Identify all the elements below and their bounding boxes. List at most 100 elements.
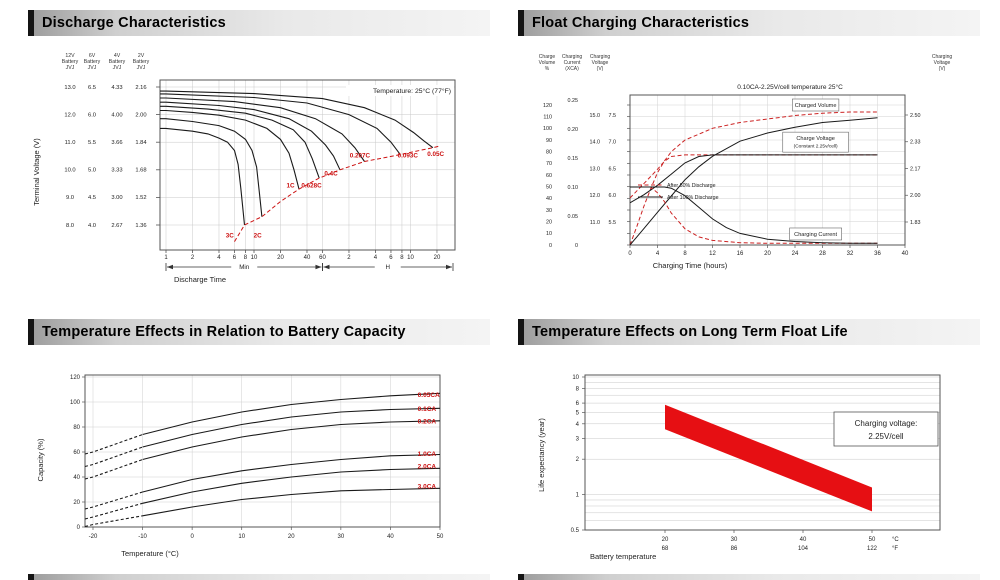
svg-text:2C: 2C xyxy=(254,232,263,239)
svg-text:(V): (V) xyxy=(939,66,946,72)
svg-text:2.00: 2.00 xyxy=(910,193,921,199)
svg-text:4: 4 xyxy=(217,255,221,261)
svg-text:(XCA): (XCA) xyxy=(565,66,579,72)
svg-text:6.5: 6.5 xyxy=(609,166,617,172)
svg-text:After 50% Discharge: After 50% Discharge xyxy=(667,183,716,189)
svg-text:Battery: Battery xyxy=(133,59,150,65)
discharge-title: Discharge Characteristics xyxy=(42,15,226,31)
svg-text:Battery temperature: Battery temperature xyxy=(590,552,656,561)
svg-text:20: 20 xyxy=(764,251,771,257)
svg-text:1.84: 1.84 xyxy=(135,140,147,146)
svg-text:Charge Voltage: Charge Voltage xyxy=(796,136,835,142)
svg-text:2.50: 2.50 xyxy=(910,113,921,119)
svg-text:6.5: 6.5 xyxy=(88,85,96,91)
svg-text:10: 10 xyxy=(251,255,258,261)
svg-text:100: 100 xyxy=(543,126,552,132)
svg-text:120: 120 xyxy=(543,103,552,109)
svg-text:3.0CA: 3.0CA xyxy=(418,483,437,490)
svg-text:0: 0 xyxy=(77,525,81,531)
svg-text:1.68: 1.68 xyxy=(135,168,146,174)
partial-next-section-header-right xyxy=(518,574,980,580)
svg-text:36: 36 xyxy=(874,251,881,257)
svg-text:1.0CA: 1.0CA xyxy=(418,451,437,458)
svg-text:50: 50 xyxy=(869,537,876,543)
svg-text:Battery: Battery xyxy=(84,59,101,65)
svg-text:60: 60 xyxy=(73,450,80,456)
svg-text:3.33: 3.33 xyxy=(111,168,122,174)
svg-text:3: 3 xyxy=(576,436,580,442)
svg-text:0: 0 xyxy=(628,251,632,257)
svg-text:2.0CA: 2.0CA xyxy=(418,463,437,470)
svg-text:-10: -10 xyxy=(138,534,147,540)
svg-text:Battery: Battery xyxy=(62,59,79,65)
svg-text:1.83: 1.83 xyxy=(910,220,921,226)
svg-text:H: H xyxy=(386,264,390,271)
svg-text:8.0: 8.0 xyxy=(66,223,74,229)
svg-text:7.5: 7.5 xyxy=(609,113,617,119)
svg-text:4: 4 xyxy=(576,422,580,428)
panel-float-charging: Float Charging Characteristics Charge Vol… xyxy=(518,10,980,290)
svg-text:8: 8 xyxy=(400,255,404,261)
svg-text:0.20: 0.20 xyxy=(568,127,579,133)
temperature-capacity-section-header: Temperature Effects in Relation to Batte… xyxy=(28,319,490,345)
svg-text:6V: 6V xyxy=(89,53,96,59)
svg-text:80: 80 xyxy=(73,425,80,431)
svg-text:Current: Current xyxy=(564,60,581,66)
svg-text:40: 40 xyxy=(73,475,80,481)
svg-text:Life expectancy (year): Life expectancy (year) xyxy=(537,418,546,492)
svg-text:Charging: Charging xyxy=(562,54,583,60)
svg-text:Voltage: Voltage xyxy=(934,60,951,66)
svg-text:1: 1 xyxy=(576,493,580,499)
svg-text:10: 10 xyxy=(546,231,552,237)
svg-text:4.33: 4.33 xyxy=(111,85,122,91)
svg-text:Charging Time (hours): Charging Time (hours) xyxy=(653,261,728,270)
float-life-section-header: Temperature Effects on Long Term Float L… xyxy=(518,319,980,345)
svg-text:5.5: 5.5 xyxy=(609,220,617,226)
svg-text:9.0: 9.0 xyxy=(66,195,74,201)
svg-text:5.0: 5.0 xyxy=(88,168,96,174)
svg-text:2: 2 xyxy=(576,457,580,463)
svg-text:0.05CA: 0.05CA xyxy=(418,392,440,399)
svg-text:12.0: 12.0 xyxy=(64,112,75,118)
svg-text:6: 6 xyxy=(389,255,393,261)
svg-text:6.0: 6.0 xyxy=(88,112,96,118)
svg-text:30: 30 xyxy=(338,534,345,540)
svg-text:30: 30 xyxy=(731,537,738,543)
svg-text:40: 40 xyxy=(304,255,311,261)
svg-text:60: 60 xyxy=(319,255,326,261)
svg-text:13.0: 13.0 xyxy=(64,85,75,91)
svg-text:3.00: 3.00 xyxy=(111,195,122,201)
svg-text:16: 16 xyxy=(737,251,744,257)
svg-text:1.52: 1.52 xyxy=(135,195,146,201)
svg-text:5: 5 xyxy=(576,410,580,416)
svg-text:20: 20 xyxy=(662,537,669,543)
svg-text:4.5: 4.5 xyxy=(88,195,96,201)
svg-text:12V: 12V xyxy=(65,53,75,59)
svg-text:24: 24 xyxy=(792,251,799,257)
svg-text:30: 30 xyxy=(546,208,552,214)
panel-discharge-characteristics: Discharge Characteristics 12V Battery JVJ 6… xyxy=(28,10,490,290)
svg-text:11.0: 11.0 xyxy=(65,140,76,146)
svg-text:2.16: 2.16 xyxy=(135,85,146,91)
svg-text:JVJ: JVJ xyxy=(66,65,75,71)
svg-text:0: 0 xyxy=(190,534,194,540)
svg-text:°F: °F xyxy=(892,546,898,552)
svg-text:0.093C: 0.093C xyxy=(398,152,419,159)
svg-text:0: 0 xyxy=(549,243,552,249)
svg-text:2.00: 2.00 xyxy=(135,112,146,118)
svg-text:0.4C: 0.4C xyxy=(324,170,338,177)
svg-text:12.0: 12.0 xyxy=(590,193,601,199)
temperature-capacity-title: Temperature Effects in Relation to Batte… xyxy=(42,324,406,340)
svg-text:4: 4 xyxy=(374,255,378,261)
svg-text:3.66: 3.66 xyxy=(111,140,122,146)
svg-text:122: 122 xyxy=(867,546,878,552)
svg-text:2: 2 xyxy=(191,255,195,261)
svg-text:10: 10 xyxy=(238,534,245,540)
svg-text:40: 40 xyxy=(902,251,909,257)
svg-text:2.17: 2.17 xyxy=(910,166,921,172)
svg-text:20: 20 xyxy=(434,255,441,261)
discharge-section-header: Discharge Characteristics xyxy=(28,10,490,36)
svg-text:Temperature: 25°C (77°F): Temperature: 25°C (77°F) xyxy=(373,87,451,95)
temperature-capacity-chart: 0 20 40 60 80 100 120 -20 -10 0 10 20 30 40 50 0.05CA 0.… xyxy=(28,355,490,570)
